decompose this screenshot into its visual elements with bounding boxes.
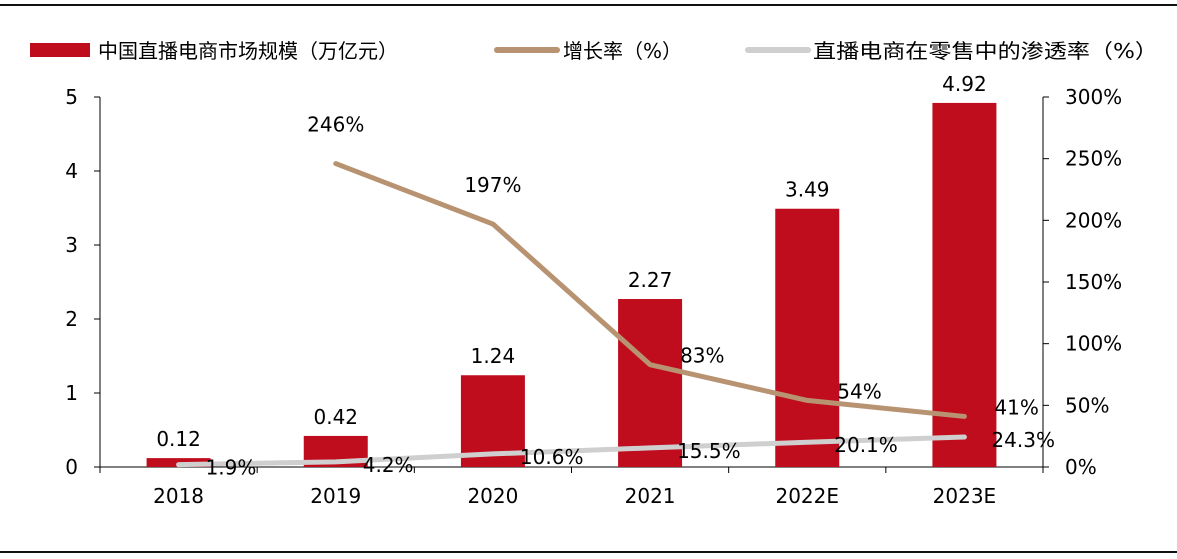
x-axis-tick-label: 2019	[310, 484, 361, 508]
penetration-rate-label: 20.1%	[834, 433, 898, 457]
bar-market-size	[618, 299, 683, 467]
growth-rate-label: 246%	[307, 113, 364, 137]
right-axis-tick-label: 100%	[1065, 332, 1122, 356]
x-axis-tick-label: 2022E	[775, 484, 839, 508]
x-axis-tick-label: 2020	[467, 484, 518, 508]
left-axis-tick-label: 4	[65, 159, 78, 183]
penetration-rate-label: 4.2%	[363, 453, 414, 477]
left-axis-tick-label: 3	[65, 233, 78, 257]
left-axis-tick-label: 0	[65, 455, 78, 479]
top-border	[0, 4, 1177, 6]
right-axis-tick-label: 150%	[1065, 270, 1122, 294]
bar-value-label: 2.27	[628, 268, 673, 292]
bar-market-size	[932, 102, 997, 468]
left-axis-tick-label: 1	[65, 381, 78, 405]
bar-market-size	[775, 208, 840, 468]
growth-rate-label: 54%	[837, 379, 881, 403]
left-axis-tick-label: 5	[65, 85, 78, 109]
bar-value-label: 4.92	[942, 72, 987, 96]
right-axis-tick-label: 0%	[1065, 455, 1097, 479]
legend-label-growth-rate: 增长率（%）	[563, 39, 682, 63]
penetration-rate-label: 15.5%	[677, 439, 741, 463]
right-axis-tick-label: 250%	[1065, 147, 1122, 171]
line-penetration-rate	[176, 434, 967, 468]
penetration-rate-label: 1.9%	[206, 456, 257, 480]
growth-rate-label: 83%	[680, 344, 724, 368]
bottom-border	[0, 551, 1177, 553]
bar-value-label: 0.42	[313, 405, 358, 429]
x-axis-tick-label: 2021	[625, 484, 676, 508]
line-series	[176, 161, 967, 468]
bar-value-label: 0.12	[156, 427, 201, 451]
data-labels: 0.12 0.42 1.24 2.27 3.49 4.92 246% 197% 83% 54% 41…	[156, 72, 1055, 480]
left-axis-tick-label: 2	[65, 307, 78, 331]
right-axis-tick-label: 200%	[1065, 208, 1122, 232]
line-growth-rate	[333, 161, 967, 419]
legend-swatch-market-size	[30, 43, 90, 57]
right-axis-tick-label: 50%	[1065, 393, 1109, 417]
x-axis-tick-label: 2018	[153, 484, 204, 508]
growth-rate-label: 197%	[464, 173, 521, 197]
penetration-rate-label: 10.6%	[520, 445, 584, 469]
legend-label-penetration: 直播电商在零售中的渗透率（%）	[813, 39, 1158, 63]
bar-value-label: 1.24	[471, 344, 516, 368]
right-axis-tick-label: 300%	[1065, 85, 1122, 109]
legend: 中国直播电商市场规模（万亿元） 增长率（%） 直播电商在零售中的渗透率（%）	[30, 39, 1158, 63]
growth-rate-label: 41%	[994, 395, 1038, 419]
bar-series	[146, 102, 997, 468]
penetration-rate-label: 24.3%	[991, 428, 1055, 452]
legend-label-market-size: 中国直播电商市场规模（万亿元）	[98, 39, 398, 63]
bar-value-label: 3.49	[785, 178, 830, 202]
x-axis-tick-label: 2023E	[933, 484, 997, 508]
